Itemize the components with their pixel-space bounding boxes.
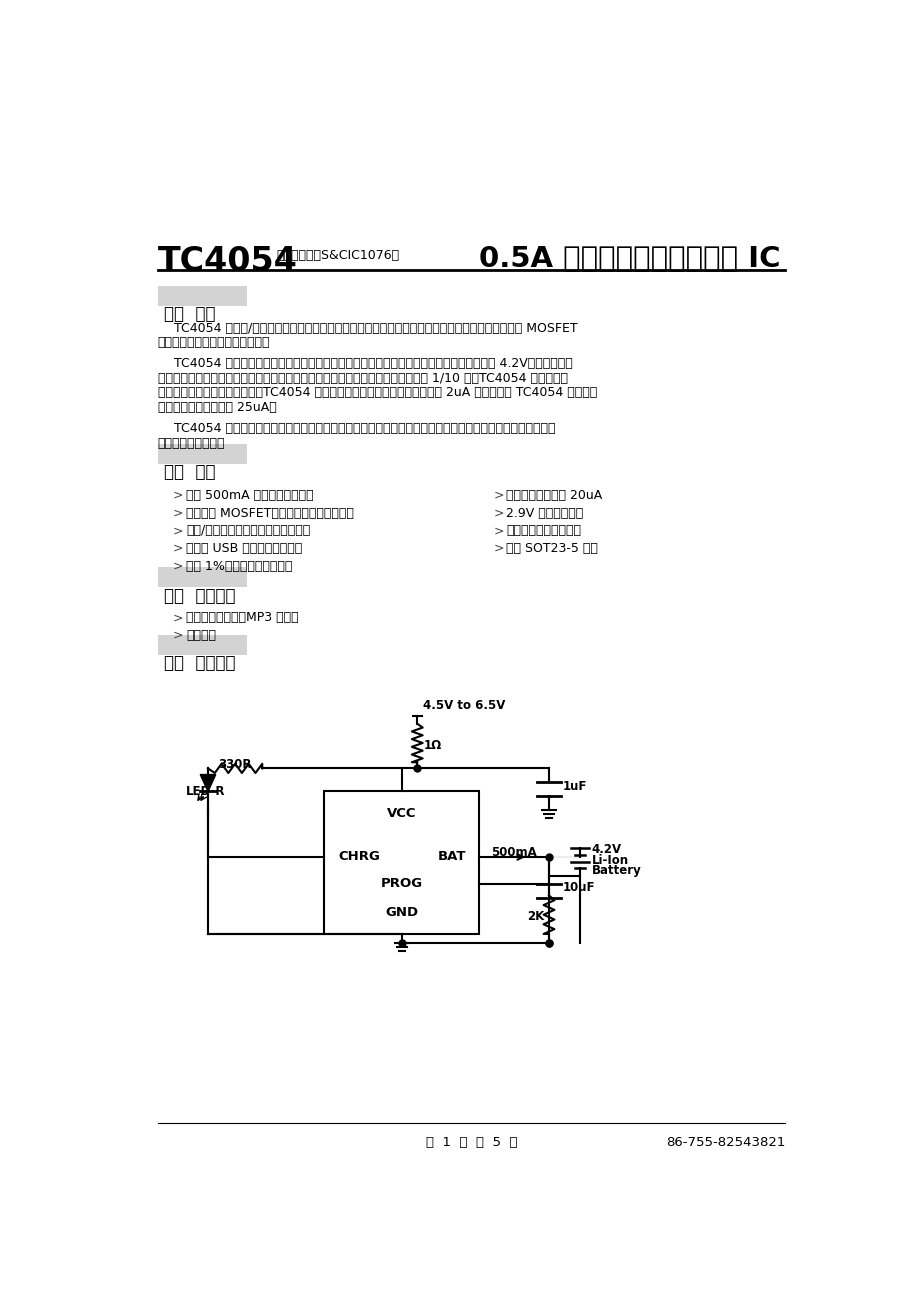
Text: Battery: Battery: [591, 863, 641, 876]
Text: >: >: [493, 525, 504, 538]
Bar: [157, 286, 246, 306]
Text: 10uF: 10uF: [562, 881, 595, 894]
Text: GND: GND: [385, 906, 418, 919]
Text: 500mA: 500mA: [491, 846, 537, 859]
Text: 电过程。当输入电压移开之后，TC4054 自动进入低电流模式，从电池吸取少于 2uA 的电流。当 TC4054 进入待机: 电过程。当输入电压移开之后，TC4054 自动进入低电流模式，从电池吸取少于 2…: [157, 387, 596, 400]
Text: 第  1  页  共  5  页: 第 1 页 共 5 页: [425, 1137, 516, 1150]
Text: 二、  特性: 二、 特性: [164, 464, 215, 482]
Text: >: >: [173, 560, 184, 573]
Text: >: >: [493, 506, 504, 519]
Text: 待机模式下电流为 20uA: 待机模式下电流为 20uA: [505, 488, 602, 501]
Text: 手机、掌上电脑、MP3 播放器: 手机、掌上电脑、MP3 播放器: [186, 612, 299, 625]
Text: 0.5A 线性锶离子电池充电器 IC: 0.5A 线性锶离子电池充电器 IC: [479, 245, 780, 273]
Text: 1uF: 1uF: [562, 780, 586, 793]
Bar: [323, 792, 479, 934]
Polygon shape: [200, 775, 216, 792]
Text: PROG: PROG: [380, 878, 423, 891]
Text: LED-R: LED-R: [186, 785, 225, 798]
Text: TC4054: TC4054: [157, 245, 297, 277]
Text: >: >: [173, 506, 184, 519]
Text: 模式时，供电电流小于 25uA。: 模式时，供电电流小于 25uA。: [157, 401, 276, 414]
Text: 4.5V to 6.5V: 4.5V to 6.5V: [423, 699, 505, 712]
Text: TC4054 还可以监控充电电流，具有电压检测、自动循环充电的特性，并且具有一个指示管脚指示充电终止状: TC4054 还可以监控充电电流，具有电压检测、自动循环充电的特性，并且具有一个…: [157, 422, 554, 435]
Text: 蓝牙耳机: 蓝牙耳机: [186, 629, 216, 642]
Text: >: >: [173, 525, 184, 538]
Text: >: >: [493, 488, 504, 501]
Text: 可通过 USB 端口为锶电池充电: 可通过 USB 端口为锶电池充电: [186, 542, 302, 555]
Text: TC4054 在大功率和高环境温度下可以调节充电电流以限制芯片温度。它的充电电压固定在 4.2V，充电电流可: TC4054 在大功率和高环境温度下可以调节充电电流以限制芯片温度。它的充电电压…: [157, 357, 572, 370]
Text: CHRG: CHRG: [338, 850, 380, 863]
Text: 三、  产品应用: 三、 产品应用: [164, 587, 235, 604]
Text: VCC: VCC: [387, 806, 416, 819]
Text: 结构，因此无需外接反向二极管。: 结构，因此无需外接反向二极管。: [157, 336, 270, 349]
Text: 四、  应用线路: 四、 应用线路: [164, 655, 235, 672]
Text: >: >: [173, 488, 184, 501]
Text: >: >: [173, 612, 184, 625]
Text: 具有 1%精度的预设充电电压: 具有 1%精度的预设充电电压: [186, 560, 292, 573]
Text: 态和输入电压状态。: 态和输入电压状态。: [157, 436, 225, 449]
Text: >: >: [173, 629, 184, 642]
Text: 采用 SOT23-5 封装: 采用 SOT23-5 封装: [505, 542, 597, 555]
Bar: [157, 568, 246, 587]
Text: >: >: [493, 542, 504, 555]
Text: >: >: [173, 542, 184, 555]
Text: Li-Ion: Li-Ion: [591, 854, 628, 867]
Text: 2K: 2K: [527, 910, 544, 923]
Text: 86-755-82543821: 86-755-82543821: [665, 1137, 785, 1150]
Bar: [157, 444, 246, 465]
Text: TC4054 是恒流/恒压座充充电器芯片，主要应用于单节锶电池充电。无需外接检测电阵，其内部为 MOSFET: TC4054 是恒流/恒压座充充电器芯片，主要应用于单节锶电池充电。无需外接检测…: [157, 322, 576, 335]
Text: 恒流/恒压模式操作，具有热保护功能: 恒流/恒压模式操作，具有热保护功能: [186, 525, 311, 538]
Text: BAT: BAT: [437, 850, 466, 863]
Text: 可达 500mA 的可编程充电电流: 可达 500mA 的可编程充电电流: [186, 488, 313, 501]
Text: 2.9V 涓流充电电压: 2.9V 涓流充电电压: [505, 506, 583, 519]
Text: 4.2V: 4.2V: [591, 844, 621, 857]
Text: 一、  概述: 一、 概述: [164, 305, 215, 323]
Bar: [157, 635, 246, 655]
Text: 无需外接 MOSFET、检测电阵、反向二极管: 无需外接 MOSFET、检测电阵、反向二极管: [186, 506, 354, 519]
Text: （文件编号：S&CIC1076）: （文件编号：S&CIC1076）: [276, 250, 399, 263]
Text: 1Ω: 1Ω: [423, 738, 441, 751]
Text: 软启动限制了浪涌电流: 软启动限制了浪涌电流: [505, 525, 581, 538]
Text: 以通过外置一个电阵器进行调节。当达到浮充电压并且充电电流下降到设定电路的 1/10 时，TC4054 自动终止充: 以通过外置一个电阵器进行调节。当达到浮充电压并且充电电流下降到设定电路的 1/1…: [157, 372, 567, 385]
Text: 330R: 330R: [218, 758, 252, 771]
